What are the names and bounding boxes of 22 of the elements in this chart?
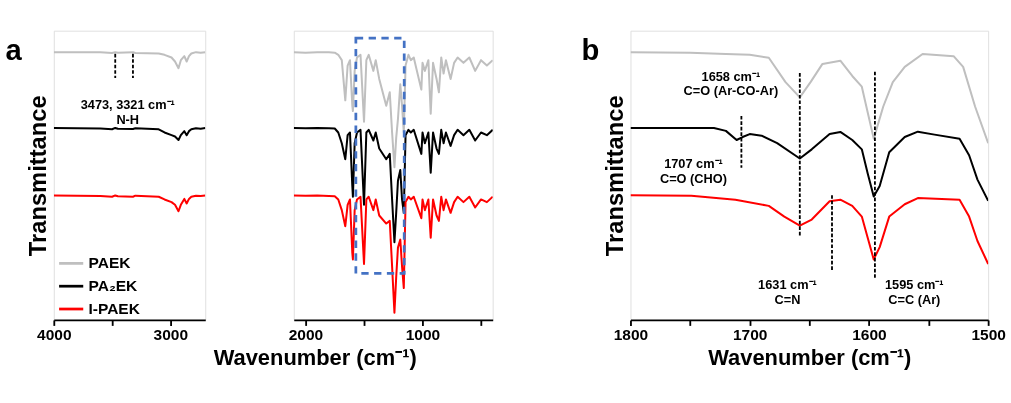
x-tick-label: 1800	[613, 325, 649, 343]
annotation: 1631 cm⁻¹ C=N	[758, 276, 817, 307]
x-tick-label: 1700	[732, 325, 768, 343]
x-tick-label: 1000	[405, 325, 441, 343]
x-tick-label: 1600	[852, 325, 887, 343]
annotation: 1595 cm⁻¹ C=C (Ar)	[884, 276, 944, 307]
x-tick-label: 4000	[37, 325, 72, 343]
text: b	[581, 33, 600, 66]
x-tick-label: 2000	[288, 325, 324, 343]
annotation: 3473, 3321 cm⁻¹ N-H	[80, 97, 175, 127]
x-tick-label: 1500	[971, 325, 1006, 343]
annotation: 1658 cm⁻¹ C=O (Ar-CO-Ar)	[683, 68, 779, 99]
text: a	[5, 33, 23, 66]
legend-label: I-PAEK	[88, 299, 141, 317]
x-tick-label: 3000	[153, 325, 189, 343]
annotation: 1707 cm⁻¹ C=O (CHO)	[659, 156, 727, 187]
x-axis-title: Wavenumber (cm⁻¹)	[708, 345, 912, 371]
x-axis-title: Wavenumber (cm⁻¹)	[213, 345, 417, 371]
legend-label: PA₂EK	[88, 276, 139, 294]
y-axis-title: Transmittance	[25, 95, 52, 257]
legend-label: PAEK	[88, 253, 132, 271]
y-axis-title: Transmittance	[601, 95, 628, 257]
